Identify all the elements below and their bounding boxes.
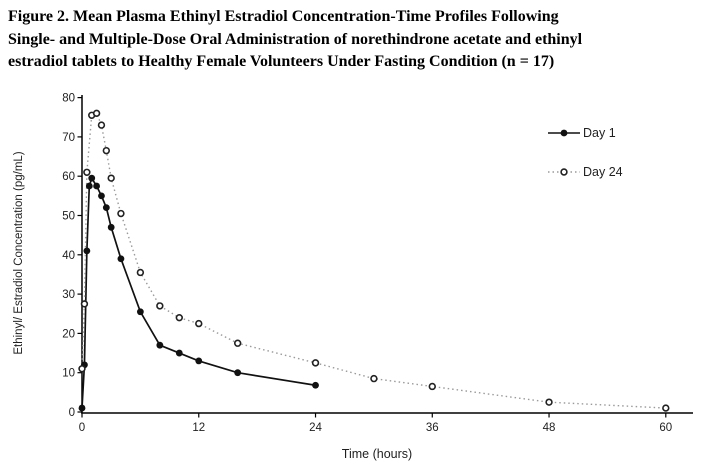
data-point-day24 — [545, 398, 553, 406]
y-tick-label: 10 — [62, 368, 75, 380]
legend-label-day24: Day 24 — [583, 165, 623, 179]
day24-dotted-line-open-circle-icon — [547, 165, 581, 179]
y-tick-label: 70 — [62, 132, 75, 144]
data-point-day24 — [117, 209, 125, 218]
data-point-day24 — [102, 146, 111, 155]
figure-title: Figure 2. Mean Plasma Ethinyl Estradiol … — [8, 6, 706, 74]
x-tick-label: 0 — [79, 422, 85, 434]
x-tick-label: 48 — [543, 422, 556, 434]
data-point-day24 — [83, 168, 91, 176]
x-tick-label: 24 — [309, 422, 322, 434]
data-point-day1 — [117, 255, 125, 263]
data-point-day1 — [78, 404, 86, 412]
data-point-day1 — [234, 369, 242, 377]
data-point-day1 — [98, 192, 105, 200]
legend-item-day1: Day 1 — [547, 124, 616, 142]
data-point-day24 — [136, 268, 145, 277]
data-point-day24 — [428, 382, 436, 391]
data-point-day1 — [107, 223, 115, 231]
legend-label-day1: Day 1 — [583, 126, 616, 140]
data-point-day1 — [83, 247, 91, 255]
x-axis-title: Time (hours) — [341, 447, 413, 461]
data-point-day24 — [78, 365, 86, 373]
y-tick-label: 20 — [62, 328, 75, 340]
series-line-day24 — [81, 112, 666, 409]
x-tick-label: 36 — [426, 422, 439, 434]
data-point-day24 — [80, 300, 89, 308]
data-point-day24 — [156, 302, 164, 310]
day1-solid-line-filled-circle-icon — [547, 126, 581, 140]
data-point-day24 — [233, 339, 242, 347]
y-tick-label: 30 — [62, 289, 75, 301]
data-point-day24 — [195, 319, 203, 328]
data-point-day1 — [175, 349, 183, 357]
x-tick-label: 60 — [659, 422, 672, 434]
y-tick-label: 80 — [62, 93, 75, 105]
data-point-day24 — [92, 109, 101, 118]
data-point-day1 — [88, 174, 96, 182]
data-point-day24 — [662, 404, 670, 412]
data-point-day24 — [97, 121, 106, 129]
y-tick-label: 60 — [62, 171, 75, 183]
figure-title-line-2: Single- and Multiple-Dose Oral Administr… — [8, 30, 583, 48]
data-point-day24 — [107, 174, 115, 182]
data-point-day1 — [195, 357, 203, 365]
y-tick-label: 40 — [62, 250, 75, 262]
data-point-day24 — [311, 359, 320, 367]
data-point-day1 — [93, 182, 100, 190]
figure-title-line-3: estradiol tablets to Healthy Female Volu… — [8, 53, 555, 70]
data-point-day1 — [136, 308, 144, 316]
y-tick-label: 50 — [62, 211, 75, 223]
data-point-day1 — [156, 341, 164, 349]
legend-item-day24: Day 24 — [547, 163, 623, 181]
data-point-day1 — [312, 381, 319, 389]
x-tick-label: 12 — [192, 422, 205, 434]
data-point-day24 — [175, 313, 184, 322]
data-point-day24 — [370, 374, 378, 383]
figure-title-line-1: Figure 2. Mean Plasma Ethinyl Estradiol … — [8, 8, 559, 25]
y-tick-label: 0 — [69, 407, 75, 419]
data-point-day1 — [102, 204, 110, 212]
data-point-day1 — [85, 182, 93, 190]
series-line-day1 — [81, 176, 316, 409]
y-axis-title: Ethinyl/ Estradiol Concentration (pg/mL) — [13, 151, 25, 355]
